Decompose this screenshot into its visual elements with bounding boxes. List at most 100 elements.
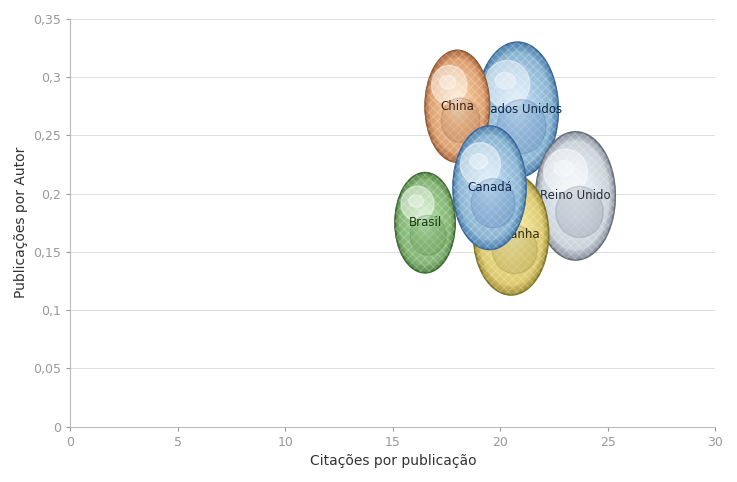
Ellipse shape	[403, 185, 447, 259]
Ellipse shape	[422, 216, 427, 225]
Ellipse shape	[453, 97, 461, 110]
Ellipse shape	[480, 169, 499, 202]
Ellipse shape	[448, 88, 467, 120]
Ellipse shape	[538, 135, 613, 256]
Ellipse shape	[419, 212, 430, 230]
Ellipse shape	[545, 146, 606, 244]
Ellipse shape	[421, 213, 430, 228]
Ellipse shape	[453, 96, 461, 111]
Ellipse shape	[466, 147, 513, 227]
Ellipse shape	[559, 167, 592, 221]
Ellipse shape	[558, 166, 593, 222]
Ellipse shape	[406, 190, 444, 254]
Ellipse shape	[541, 140, 610, 251]
Ellipse shape	[446, 85, 469, 124]
Text: Brasil: Brasil	[408, 216, 441, 229]
Ellipse shape	[489, 183, 491, 187]
Ellipse shape	[492, 225, 537, 274]
Ellipse shape	[417, 208, 433, 234]
Ellipse shape	[481, 170, 499, 201]
Ellipse shape	[551, 156, 599, 233]
Ellipse shape	[569, 183, 582, 204]
Ellipse shape	[509, 228, 513, 235]
Ellipse shape	[494, 204, 528, 261]
Ellipse shape	[434, 66, 481, 146]
Ellipse shape	[503, 83, 532, 133]
Ellipse shape	[461, 140, 517, 234]
Ellipse shape	[431, 60, 483, 151]
Ellipse shape	[479, 46, 556, 173]
Ellipse shape	[402, 183, 449, 261]
Ellipse shape	[416, 207, 433, 235]
Ellipse shape	[544, 149, 587, 194]
Ellipse shape	[479, 182, 543, 285]
Ellipse shape	[400, 181, 450, 264]
Ellipse shape	[447, 86, 468, 123]
Ellipse shape	[440, 75, 455, 89]
Ellipse shape	[453, 95, 462, 112]
Ellipse shape	[475, 162, 503, 210]
Ellipse shape	[451, 93, 464, 115]
Ellipse shape	[424, 219, 426, 222]
Ellipse shape	[468, 150, 511, 223]
Ellipse shape	[495, 207, 527, 258]
Ellipse shape	[397, 175, 454, 270]
Ellipse shape	[427, 54, 487, 158]
Y-axis label: Publicações por Autor: Publicações por Autor	[14, 147, 28, 298]
Ellipse shape	[492, 201, 531, 264]
Ellipse shape	[497, 209, 525, 256]
Ellipse shape	[430, 58, 485, 153]
Ellipse shape	[407, 192, 443, 252]
Ellipse shape	[551, 155, 600, 234]
Ellipse shape	[481, 49, 554, 170]
Ellipse shape	[461, 138, 519, 237]
Ellipse shape	[509, 228, 514, 236]
Ellipse shape	[444, 82, 470, 127]
Ellipse shape	[414, 203, 436, 239]
Ellipse shape	[444, 80, 471, 129]
Ellipse shape	[502, 217, 520, 247]
Ellipse shape	[553, 161, 573, 176]
Ellipse shape	[427, 53, 488, 159]
Ellipse shape	[553, 158, 598, 231]
Ellipse shape	[506, 224, 516, 240]
Ellipse shape	[517, 105, 518, 107]
Ellipse shape	[408, 192, 443, 251]
Ellipse shape	[439, 74, 475, 136]
Ellipse shape	[481, 171, 498, 200]
Ellipse shape	[405, 189, 444, 254]
Ellipse shape	[405, 187, 446, 256]
Ellipse shape	[456, 102, 458, 106]
Ellipse shape	[566, 178, 584, 208]
Ellipse shape	[484, 176, 495, 194]
Ellipse shape	[419, 211, 431, 231]
Ellipse shape	[453, 126, 526, 250]
Ellipse shape	[464, 144, 515, 230]
Ellipse shape	[405, 188, 445, 255]
Ellipse shape	[425, 50, 489, 162]
Ellipse shape	[547, 149, 604, 241]
Ellipse shape	[450, 92, 464, 116]
Ellipse shape	[455, 99, 460, 108]
Ellipse shape	[439, 72, 476, 138]
Ellipse shape	[567, 181, 584, 206]
Ellipse shape	[503, 84, 532, 131]
Ellipse shape	[423, 217, 427, 224]
Ellipse shape	[560, 169, 591, 218]
Ellipse shape	[491, 65, 544, 152]
Ellipse shape	[475, 160, 505, 212]
Ellipse shape	[500, 215, 522, 249]
Ellipse shape	[467, 148, 512, 225]
Text: China: China	[440, 100, 474, 113]
Ellipse shape	[475, 176, 548, 293]
Ellipse shape	[464, 143, 516, 231]
Ellipse shape	[438, 71, 477, 140]
Ellipse shape	[457, 132, 523, 243]
Ellipse shape	[513, 99, 523, 115]
Ellipse shape	[469, 152, 509, 220]
Ellipse shape	[509, 93, 526, 122]
Ellipse shape	[440, 75, 475, 135]
Ellipse shape	[477, 164, 503, 207]
Ellipse shape	[497, 100, 546, 154]
Ellipse shape	[478, 180, 544, 287]
